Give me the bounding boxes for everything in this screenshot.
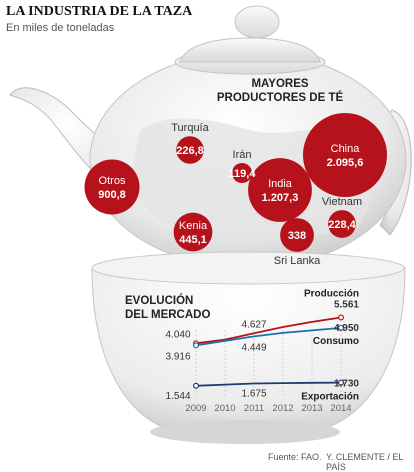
- producers-bubble-chart: China 2.095,6 India 1.207,3 Otros 900,8 Kenia 4…: [84, 113, 387, 267]
- data-label-consumo-2009: 3.916: [165, 351, 190, 362]
- bubble-name-india: India: [268, 178, 293, 190]
- bubble-value-irn: 119,4: [229, 168, 257, 180]
- page-subtitle: En miles de toneladas: [6, 22, 115, 34]
- bubble-value-china: 2.095,6: [327, 157, 364, 169]
- series-point-produccion-2014: [338, 314, 345, 321]
- teapot-illustration: [9, 5, 412, 269]
- bubble-name-china: China: [331, 143, 361, 155]
- x-tick-2012: 2012: [272, 403, 293, 414]
- bubble-otros: [84, 159, 140, 215]
- x-tick-2009: 2009: [185, 403, 206, 414]
- page-title: LA INDUSTRIA DE LA TAZA: [6, 4, 193, 19]
- series-name-produccion: Producción: [304, 288, 359, 299]
- series-point-exportacion-2009: [193, 382, 200, 389]
- cup-illustration: [91, 251, 406, 444]
- data-label-produccion-2014: 5.561: [334, 299, 359, 310]
- bubble-name-turqua: Turquía: [171, 122, 209, 134]
- bubble-irn: [232, 163, 252, 183]
- series-name-consumo: Consumo: [313, 336, 359, 347]
- bubble-value-otros: 900,8: [98, 189, 126, 201]
- data-label-consumo-2011: 4.449: [241, 342, 266, 353]
- series-line-consumo: [195, 327, 342, 347]
- data-label-exportacion-2011: 1.675: [241, 389, 266, 400]
- bubble-vietnam: [328, 210, 356, 238]
- data-label-consumo-2014: 4.950: [334, 323, 359, 334]
- x-tick-2010: 2010: [214, 403, 235, 414]
- bubble-value-turqua: 226,8: [176, 145, 204, 157]
- bubble-china: [303, 113, 387, 197]
- series-point-consumo-2014: [338, 324, 345, 331]
- bubble-turqua: [176, 136, 204, 164]
- bubble-title-line1: MAYORES PRODUCTORES DE TÉ: [217, 78, 344, 104]
- data-label-exportacion-2014: 1.730: [334, 379, 359, 390]
- series-line-produccion: [195, 316, 342, 345]
- bubble-india: [248, 158, 312, 222]
- bubble-kenia: [173, 212, 213, 252]
- bubble-srilanka: [280, 218, 314, 252]
- series-name-exportacion: Exportación: [301, 392, 359, 403]
- x-tick-2014: 2014: [330, 403, 351, 414]
- bubble-name-kenia: Kenia: [179, 220, 208, 232]
- bubble-name-srilanka: Sri Lanka: [274, 255, 321, 267]
- bubble-value-vietnam: 228,4: [328, 219, 356, 231]
- data-label-produccion-2011: 4.627: [241, 319, 266, 330]
- series-line-exportacion: [195, 381, 342, 387]
- bubble-name-irn: Irán: [233, 149, 252, 161]
- bubble-value-kenia: 445,1: [179, 234, 207, 246]
- line-title: EVOLUCIÓN DEL MERCADO: [125, 294, 210, 321]
- bubble-name-vietnam: Vietnam: [322, 196, 362, 208]
- bubble-value-srilanka: 338: [288, 230, 306, 242]
- source-note: Fuente: FAO.: [268, 452, 322, 462]
- bubble-name-otros: Otros: [99, 175, 126, 187]
- market-line-chart: 2009 2010 2011 2012 2013 2014 4.040 4.627 5.561P…: [165, 288, 359, 414]
- series-point-exportacion-2014: [338, 379, 345, 386]
- x-tick-2011: 2011: [244, 403, 264, 414]
- data-label-produccion-2009: 4.040: [165, 329, 190, 340]
- series-point-consumo-2009: [193, 342, 200, 349]
- x-tick-2013: 2013: [301, 403, 322, 414]
- credit-note: Y. CLEMENTE / EL PAÍS: [326, 452, 404, 472]
- data-label-exportacion-2009: 1.544: [165, 391, 190, 402]
- bubble-value-india: 1.207,3: [262, 192, 299, 204]
